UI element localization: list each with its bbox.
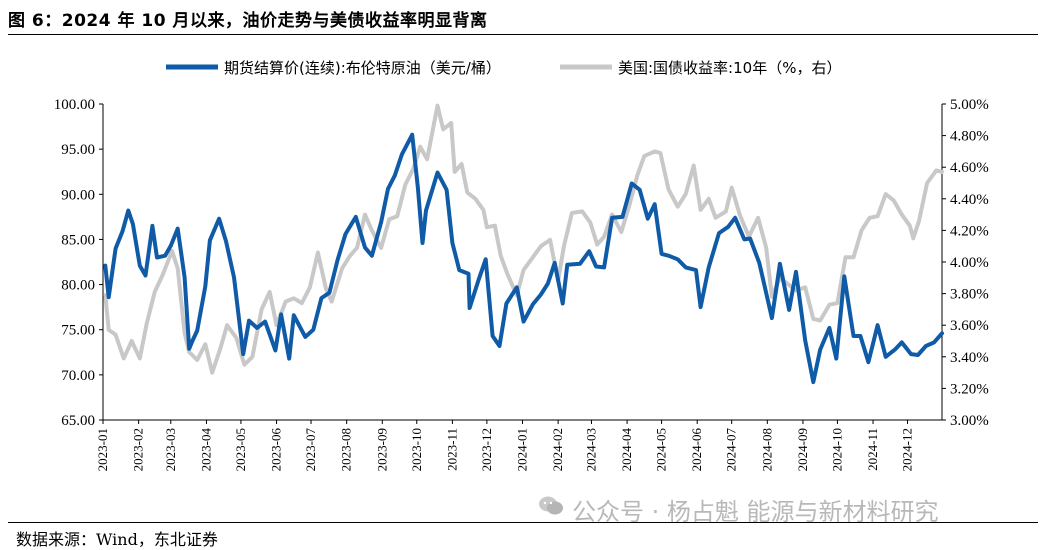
y-right-tick-label: 4.00%: [950, 255, 989, 271]
x-tick-label: 2023-02: [131, 428, 146, 471]
y-right-tick-label: 5.00%: [950, 97, 989, 113]
x-tick-label: 2024-11: [865, 428, 880, 471]
top-rule: [8, 34, 1038, 35]
y-left-tick-label: 95.00: [61, 142, 95, 158]
y-right-tick-label: 4.40%: [950, 192, 989, 208]
x-tick-label: 2024-10: [829, 428, 844, 471]
y-right-tick-label: 4.80%: [950, 129, 989, 145]
x-tick-label: 2024-04: [619, 428, 634, 472]
figure-title: 图 6：2024 年 10 月以来，油价走势与美债收益率明显背离: [8, 11, 488, 31]
x-tick-label: 2023-04: [198, 428, 213, 472]
series-line-brent: [103, 132, 944, 385]
x-tick-label: 2024-01: [515, 428, 530, 471]
x-tick-label: 2024-07: [724, 428, 739, 472]
x-tick-label: 2024-02: [550, 428, 565, 471]
bottom-rule: [8, 522, 1038, 523]
x-tick-label: 2023-09: [374, 428, 389, 471]
y-right-tick-label: 3.00%: [950, 413, 989, 429]
x-tick-label: 2023-06: [269, 428, 284, 472]
legend: 期货结算价(连续):布伦特原油（美元/桶） 美国:国债收益率:10年（%，右）: [166, 59, 841, 77]
series-line-treasury: [103, 103, 944, 375]
x-axis: 2023-01 2023-02 2023-03 2023-04 2023-05 2023-…: [95, 420, 915, 471]
y-right-tick-label: 4.60%: [950, 160, 989, 176]
y-left-tick-label: 70.00: [61, 368, 95, 384]
x-tick-label: 2024-08: [759, 428, 774, 471]
x-tick-label: 2023-12: [479, 428, 494, 471]
x-tick-label: 2024-05: [654, 428, 669, 471]
x-tick-label: 2023-11: [444, 428, 459, 471]
legend-label-treasury: 美国:国债收益率:10年（%，右）: [618, 59, 841, 77]
y-right-tick-label: 3.20%: [950, 381, 989, 397]
y-left-tick-label: 90.00: [61, 187, 95, 203]
x-tick-label: 2023-08: [339, 428, 354, 471]
y-left-tick-label: 85.00: [61, 232, 95, 248]
y-right-tick-label: 3.80%: [950, 287, 989, 303]
x-tick-label: 2023-03: [163, 428, 178, 471]
x-tick-label: 2023-05: [233, 428, 248, 471]
x-tick-label: 2024-03: [583, 428, 598, 471]
watermark: 公众号 · 杨占魁 能源与新材料研究: [572, 498, 939, 526]
y-right-tick-label: 3.60%: [950, 318, 989, 334]
y-right-tick-label: 3.40%: [950, 350, 989, 366]
x-tick-label: 2023-07: [303, 428, 318, 472]
y-axis-right: 3.00% 3.20% 3.40% 3.60% 3.80% 4.00% 4.20% 4.40%…: [942, 97, 989, 429]
y-left-tick-label: 80.00: [61, 278, 95, 294]
x-tick-label: 2024-09: [795, 428, 810, 471]
y-left-tick-label: 100.00: [54, 97, 95, 113]
source-note: 数据来源：Wind，东北证券: [16, 530, 218, 549]
legend-label-brent: 期货结算价(连续):布伦特原油（美元/桶）: [224, 59, 501, 77]
x-tick-label: 2023-10: [409, 428, 424, 471]
y-left-tick-label: 65.00: [61, 413, 95, 429]
y-left-tick-label: 75.00: [61, 323, 95, 339]
x-tick-label: 2023-01: [95, 428, 110, 471]
wechat-icon: [539, 496, 563, 515]
y-axis-left: 65.00 70.00 75.00 80.00 85.00 90.00 95.00 100.0…: [54, 97, 103, 429]
y-right-tick-label: 4.20%: [950, 223, 989, 239]
x-tick-label: 2024-12: [900, 428, 915, 471]
series-lines: [103, 103, 944, 385]
x-tick-label: 2024-06: [689, 428, 704, 472]
